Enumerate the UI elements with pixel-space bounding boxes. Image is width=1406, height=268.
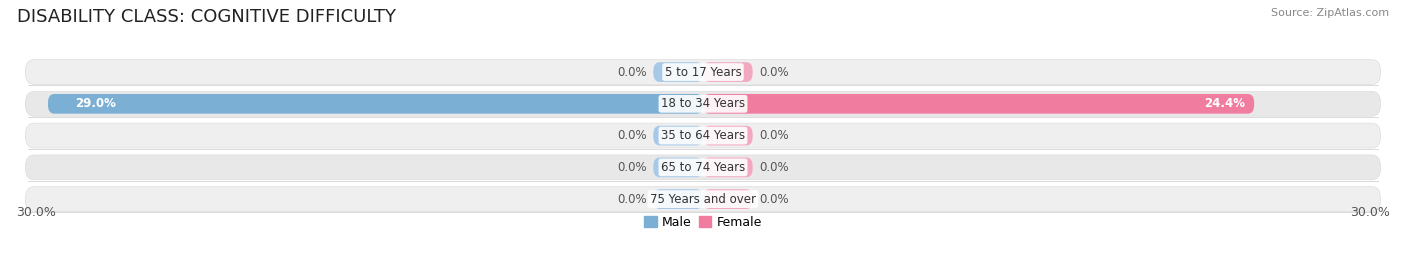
Text: Source: ZipAtlas.com: Source: ZipAtlas.com [1271,8,1389,18]
Text: 0.0%: 0.0% [617,161,647,174]
FancyBboxPatch shape [25,60,1381,84]
Text: 0.0%: 0.0% [617,129,647,142]
Text: 65 to 74 Years: 65 to 74 Years [661,161,745,174]
FancyBboxPatch shape [654,62,703,82]
FancyBboxPatch shape [25,123,1381,148]
FancyBboxPatch shape [25,91,1381,116]
FancyBboxPatch shape [654,158,703,177]
Text: 0.0%: 0.0% [759,161,789,174]
FancyBboxPatch shape [703,158,752,177]
FancyBboxPatch shape [703,94,1254,114]
Text: 75 Years and over: 75 Years and over [650,193,756,206]
Text: 0.0%: 0.0% [759,66,789,79]
FancyBboxPatch shape [48,94,703,114]
Text: DISABILITY CLASS: COGNITIVE DIFFICULTY: DISABILITY CLASS: COGNITIVE DIFFICULTY [17,8,396,26]
FancyBboxPatch shape [703,189,752,209]
Text: 24.4%: 24.4% [1204,97,1246,110]
Text: 35 to 64 Years: 35 to 64 Years [661,129,745,142]
Text: 0.0%: 0.0% [759,129,789,142]
FancyBboxPatch shape [654,126,703,146]
Legend: Male, Female: Male, Female [640,211,766,234]
FancyBboxPatch shape [703,62,752,82]
Text: 0.0%: 0.0% [617,66,647,79]
FancyBboxPatch shape [25,155,1381,180]
FancyBboxPatch shape [703,126,752,146]
Text: 0.0%: 0.0% [759,193,789,206]
Text: 30.0%: 30.0% [1350,206,1389,219]
Text: 0.0%: 0.0% [617,193,647,206]
FancyBboxPatch shape [25,187,1381,211]
FancyBboxPatch shape [654,189,703,209]
Text: 30.0%: 30.0% [17,206,56,219]
Text: 29.0%: 29.0% [75,97,115,110]
Text: 5 to 17 Years: 5 to 17 Years [665,66,741,79]
Text: 18 to 34 Years: 18 to 34 Years [661,97,745,110]
